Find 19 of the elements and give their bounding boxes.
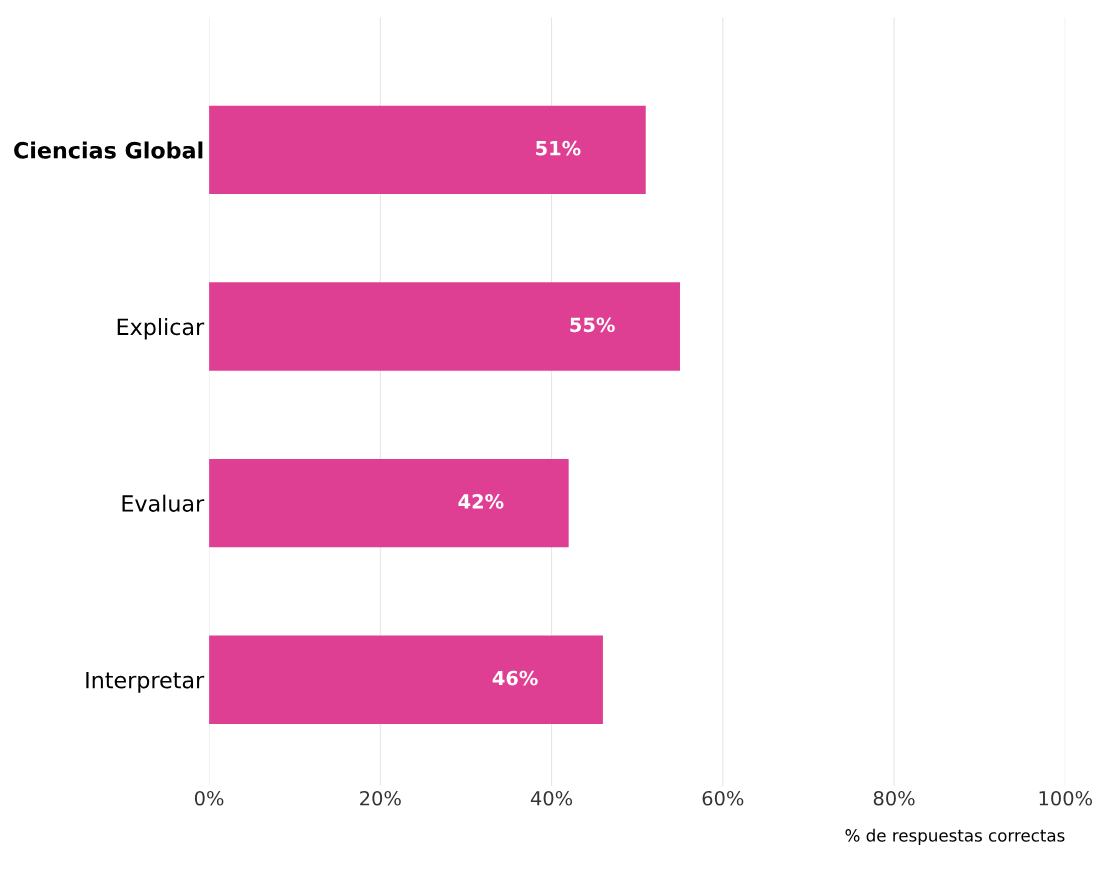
x-tick-label: 80% xyxy=(873,790,915,806)
y-tick-label: Interpretar xyxy=(86,671,205,693)
x-tick-label: 0% xyxy=(194,790,224,806)
data-label: 51% xyxy=(536,140,581,156)
bar xyxy=(209,282,680,371)
y-tick-label: Ciencias Global xyxy=(14,141,203,159)
x-tick-label: 20% xyxy=(360,790,401,806)
x-tick-label: 40% xyxy=(530,790,573,806)
bar xyxy=(209,458,569,548)
x-axis-title: % de respuestas correctas xyxy=(845,828,1065,845)
x-tick-label: 100% xyxy=(1039,790,1093,806)
bar xyxy=(209,105,646,195)
data-label: 55% xyxy=(570,317,615,333)
bar xyxy=(209,635,603,724)
y-tick-label: Evaluar xyxy=(122,494,205,512)
data-label: 46% xyxy=(492,670,538,686)
data-label: 42% xyxy=(458,494,504,509)
y-tick-label: Explicar xyxy=(117,318,205,340)
x-tick-label: 60% xyxy=(702,790,744,806)
